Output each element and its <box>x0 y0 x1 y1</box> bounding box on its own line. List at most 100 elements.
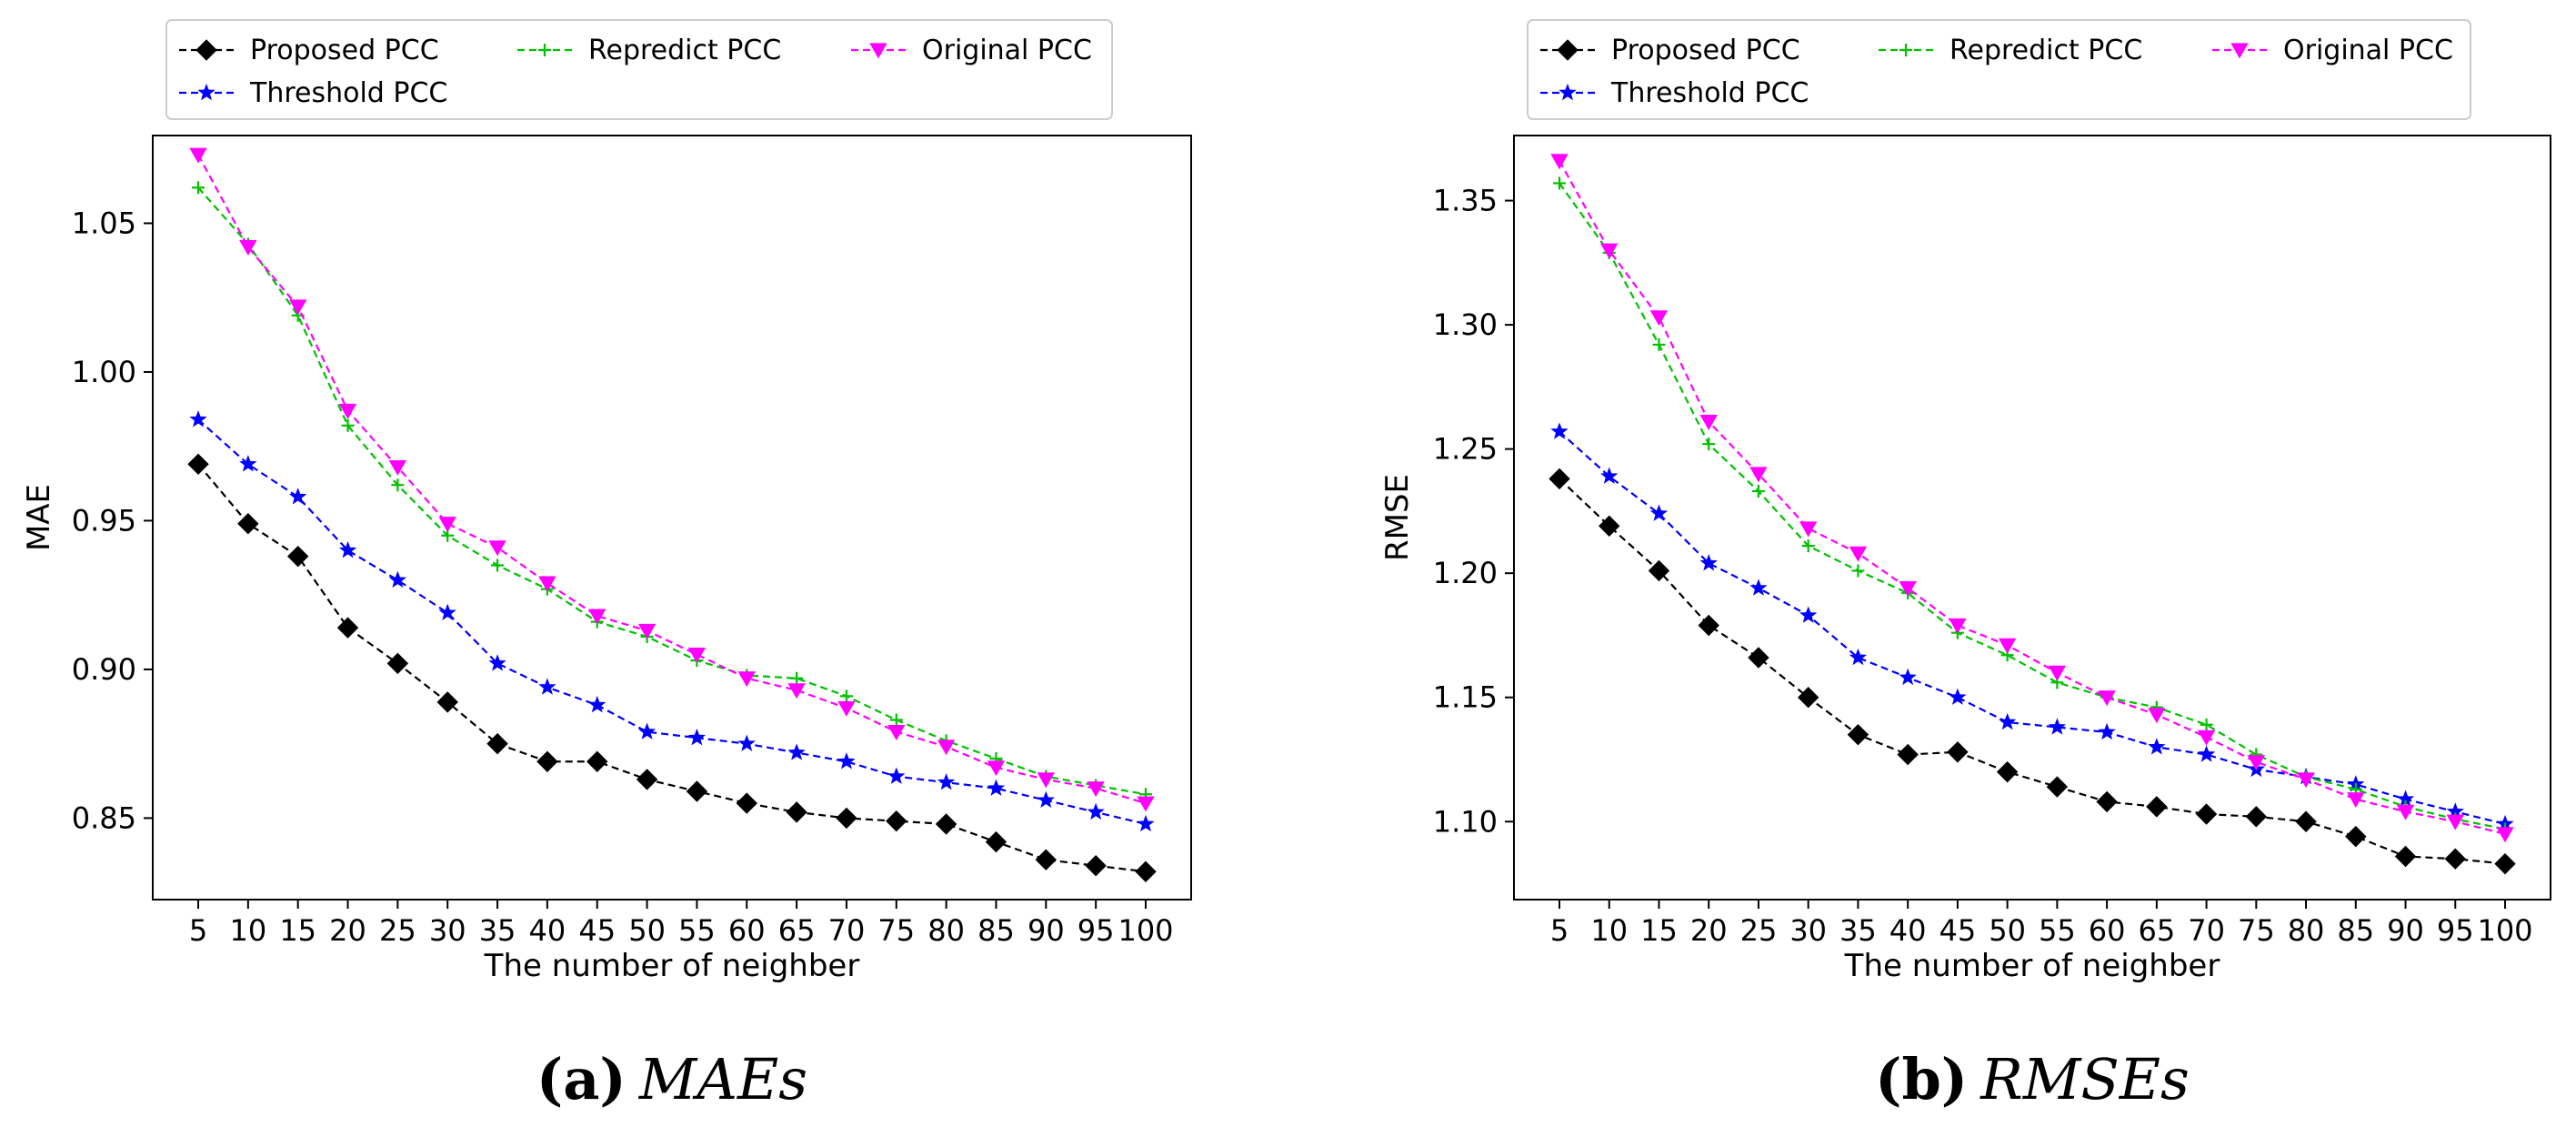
data-point <box>2046 776 2069 798</box>
legend-label: Threshold PCC <box>249 77 447 109</box>
series-threshold-pcc <box>189 410 1155 832</box>
data-point <box>1899 668 1917 686</box>
x-tick-label: 65 <box>778 913 816 948</box>
legend-entry: Threshold PCC <box>1540 77 1809 109</box>
data-point <box>1847 723 1869 746</box>
data-point <box>787 743 806 760</box>
x-tick-label: 30 <box>429 913 466 948</box>
data-point <box>1599 515 1620 537</box>
data-point <box>1751 485 1765 498</box>
y-axis-label: RMSE <box>1379 474 1416 561</box>
data-point <box>2396 804 2415 820</box>
data-point <box>687 728 707 746</box>
data-point <box>2394 845 2417 868</box>
legend-entry: Original PCC <box>851 35 1092 66</box>
legend: Proposed PCC Threshold PCC Repredict PCC Or… <box>165 19 1113 120</box>
x-tick-label: 20 <box>329 913 366 948</box>
data-point <box>1998 712 2017 730</box>
data-point <box>637 623 657 639</box>
data-point <box>1649 504 1669 521</box>
data-point <box>1949 618 1967 634</box>
data-point <box>538 678 556 695</box>
x-tick-label: 100 <box>2477 913 2532 948</box>
legend-label: Repredict PCC <box>1950 35 2142 66</box>
x-tick-label: 95 <box>2437 913 2474 948</box>
x-tick-label: 95 <box>1078 913 1115 948</box>
data-point <box>588 696 606 713</box>
legend-marker <box>1559 83 1577 101</box>
data-point <box>1897 743 1919 766</box>
x-axis-label: The number of neighber <box>1844 948 2220 984</box>
data-point <box>937 740 956 756</box>
data-point <box>1702 438 1716 451</box>
data-point <box>2098 722 2116 740</box>
legend: Proposed PCC Threshold PCC Repredict PCC Or… <box>1527 19 2471 120</box>
x-tick-label: 75 <box>877 913 915 948</box>
data-point <box>2197 730 2216 746</box>
caption-title: RMSEs <box>1980 1046 2190 1112</box>
series-proposed-pcc <box>187 453 1157 882</box>
data-point <box>2146 796 2168 818</box>
data-point <box>189 147 207 164</box>
series-repredict-pcc <box>192 181 1152 801</box>
data-point <box>987 779 1006 796</box>
data-point <box>436 691 458 713</box>
data-point <box>1797 687 1819 709</box>
legend-marker <box>1899 44 1912 56</box>
caption-tag-label: (a) <box>536 1046 626 1112</box>
data-point <box>887 767 906 784</box>
data-point <box>787 683 806 699</box>
legend-label: Proposed PCC <box>1611 35 1800 66</box>
x-tick-label: 100 <box>1118 913 1173 948</box>
legend-entry: Threshold PCC <box>179 77 447 109</box>
data-point <box>338 540 357 558</box>
data-point <box>837 752 856 770</box>
x-tick-label: 15 <box>279 913 316 948</box>
data-point <box>2446 814 2464 830</box>
data-point <box>637 722 657 740</box>
data-point <box>239 240 257 256</box>
x-tick-label: 40 <box>529 913 566 948</box>
data-point <box>438 517 456 533</box>
data-point <box>886 810 907 832</box>
data-point <box>538 576 556 592</box>
data-point <box>889 713 903 727</box>
data-point <box>2496 827 2514 843</box>
data-point <box>1996 760 2019 783</box>
x-tick-label: 55 <box>678 913 716 948</box>
x-tick-label: 25 <box>1740 913 1778 948</box>
x-tick-label: 20 <box>1690 913 1728 948</box>
data-point <box>1998 638 2017 654</box>
series-line <box>197 154 1147 805</box>
y-tick-label: 1.20 <box>1433 556 1498 590</box>
plot-area-frame <box>1513 135 2551 901</box>
data-point <box>2494 852 2516 875</box>
data-point <box>839 689 853 703</box>
legend-marker <box>197 83 216 101</box>
subfigure-caption: (b) RMSEs <box>1875 1046 2190 1112</box>
data-point <box>2148 738 2166 755</box>
data-point <box>491 558 505 572</box>
data-point <box>686 780 708 802</box>
data-point <box>937 773 956 790</box>
data-point <box>1135 860 1157 882</box>
series-line <box>1559 478 2506 865</box>
legend-entry: Proposed PCC <box>179 35 439 66</box>
x-tick-label: 55 <box>2039 913 2076 948</box>
data-point <box>1899 580 1917 597</box>
data-point <box>391 478 405 492</box>
x-tick-label: 10 <box>1590 913 1628 948</box>
data-point <box>1037 772 1056 789</box>
x-tick-label: 5 <box>189 913 207 948</box>
legend-entry: Repredict PCC <box>1879 35 2142 66</box>
data-point <box>1849 546 1868 562</box>
data-point <box>388 570 407 589</box>
data-point <box>1699 414 1718 430</box>
chart-panel: 1.10 1.15 1.20 1.25 1.30 1.35 5 10 15 20 25 30 35 40 4… <box>1379 19 2551 1112</box>
plot-area-frame <box>152 135 1192 901</box>
legend-label: Original PCC <box>922 35 1092 66</box>
series-line <box>197 186 1147 796</box>
x-axis-label: The number of neighber <box>484 948 860 984</box>
data-point <box>1085 855 1107 877</box>
legend-entry: Original PCC <box>2212 35 2453 66</box>
